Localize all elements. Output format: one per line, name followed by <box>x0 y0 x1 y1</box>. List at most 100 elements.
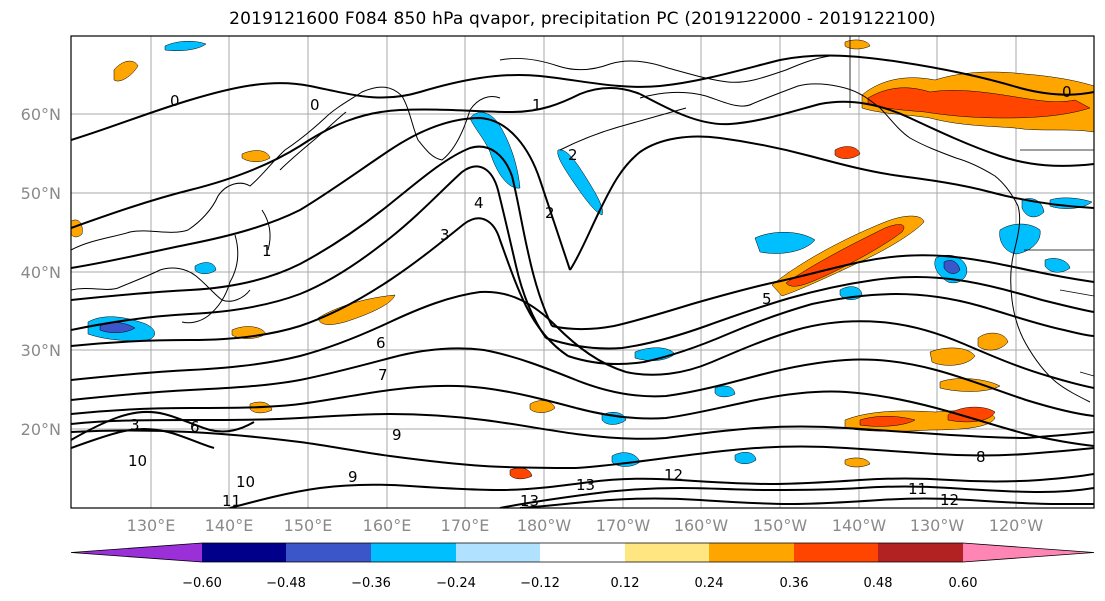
contour-label: 4 <box>474 194 484 212</box>
contour-8-2 <box>575 390 1094 447</box>
lon-label-130e: 130°E <box>127 516 176 535</box>
coast-aleutians <box>559 107 687 151</box>
border-4 <box>1059 289 1094 297</box>
contour-west-jet-2 <box>71 428 215 449</box>
colorbar <box>70 542 1095 563</box>
precip-west-4 <box>241 150 271 162</box>
coast-alaska <box>639 83 1019 207</box>
colorbar-tick-label: 0.24 <box>695 576 724 591</box>
map-panel: 0 0 0 1 1 2 2 3 4 5 6 7 8 9 9 10 10 11 1… <box>70 35 1095 510</box>
precip-neg-14 <box>164 41 207 51</box>
coast-bering <box>499 55 831 83</box>
contour-9-1 <box>71 412 577 435</box>
colorbar-tick-label: −0.48 <box>266 576 306 591</box>
colorbar-segment <box>202 543 286 562</box>
contour-10-1 <box>71 429 577 469</box>
contour-1-2 <box>639 93 1094 167</box>
contour-label: 8 <box>976 448 986 466</box>
contour-label: 1 <box>532 96 542 114</box>
contour-3-2 <box>551 254 1094 330</box>
contour-2-1 <box>71 116 571 271</box>
precip-west-3 <box>113 60 139 82</box>
contour-5-1 <box>71 217 569 357</box>
lon-label-150w: 150°W <box>753 516 808 535</box>
lon-label-180w: 180°W <box>517 516 572 535</box>
figure-title: 2019121600 F084 850 hPa qvapor, precipit… <box>229 9 936 29</box>
colorbar-ticks: −0.60 −0.48 −0.36 −0.24 −0.12 0.12 0.24 … <box>182 576 977 591</box>
contour-labels: 0 0 0 1 1 2 2 3 4 5 6 7 8 9 9 10 10 11 1… <box>128 83 1072 510</box>
colorbar-segment <box>963 543 1094 562</box>
precip-west-9 <box>844 39 871 50</box>
colorbar-segment <box>625 543 709 562</box>
precip-east-2 <box>859 416 916 427</box>
border-5 <box>1079 371 1094 377</box>
colorbar-tick-label: −0.12 <box>520 576 560 591</box>
contour-label: 2 <box>545 204 555 222</box>
lon-label-160e: 160°E <box>363 516 412 535</box>
contour-7-2 <box>575 358 1094 417</box>
contour-9-2 <box>575 425 1094 440</box>
contour-1-1 <box>71 87 641 229</box>
colorbar-tick-label: 0.36 <box>780 576 809 591</box>
colorbar-segment <box>794 543 878 562</box>
precip-east-3 <box>947 406 996 423</box>
contour-label: 7 <box>378 366 388 384</box>
precip-neg-7 <box>999 223 1041 255</box>
contour-label: 12 <box>940 491 959 509</box>
contour-label: 9 <box>348 468 358 486</box>
contour-3-1 <box>71 145 553 327</box>
lon-label-170w: 170°W <box>596 516 651 535</box>
contour-label: 5 <box>762 290 772 308</box>
colorbar-tick-label: −0.60 <box>182 576 222 591</box>
lat-labels: 60°N 50°N 40°N 30°N 20°N <box>21 105 61 439</box>
contour-label: 2 <box>568 146 578 164</box>
contour-10-2 <box>575 445 1094 469</box>
colorbar-segment <box>456 543 540 562</box>
contour-west-jet <box>71 410 255 441</box>
contour-7-1 <box>71 347 577 401</box>
precip-shading <box>71 39 1094 480</box>
lon-label-120w: 120°W <box>989 516 1044 535</box>
colorbar-outline <box>70 542 1095 563</box>
contour-6-1 <box>71 290 627 381</box>
lon-label-140e: 140°E <box>205 516 254 535</box>
contour-4-2 <box>545 276 1094 350</box>
colorbar-segment <box>71 543 202 562</box>
precip-east-5 <box>977 332 1009 351</box>
contour-label: 13 <box>520 492 539 510</box>
lon-label-130w: 130°W <box>910 516 965 535</box>
contour-label: 11 <box>222 492 241 510</box>
precip-west-8 <box>834 146 861 159</box>
lat-label-50n: 50°N <box>21 184 61 203</box>
contour-label: 1 <box>262 242 272 260</box>
colorbar-segment <box>878 543 963 562</box>
lon-label-170e: 170°E <box>441 516 490 535</box>
lat-label-60n: 60°N <box>21 105 61 124</box>
qvapor-contours <box>71 54 1094 508</box>
precip-neg-6 <box>943 260 961 274</box>
contour-0-1 <box>71 54 1094 141</box>
contour-label: 3 <box>130 416 140 434</box>
colorbar-segment <box>709 543 794 562</box>
coast-asia-2 <box>71 267 251 302</box>
coast-japan-2 <box>261 209 271 251</box>
contour-label: 12 <box>664 466 683 484</box>
precip-band-red <box>785 224 905 287</box>
coast-asia <box>71 86 501 251</box>
contour-label: 9 <box>392 426 402 444</box>
contour-8-1 <box>71 384 577 415</box>
precip-neg-15 <box>194 262 217 274</box>
coastlines <box>71 36 1094 403</box>
precip-neg-2 <box>557 149 603 216</box>
colorbar-tick-label: 0.48 <box>864 576 893 591</box>
colorbar-segment <box>540 543 625 562</box>
colorbar-segment <box>286 543 371 562</box>
lat-label-30n: 30°N <box>21 341 61 360</box>
contour-5-2 <box>567 292 1094 365</box>
contour-label: 0 <box>310 96 320 114</box>
lat-label-20n: 20°N <box>21 420 61 439</box>
contour-label: 6 <box>376 334 386 352</box>
contour-label: 0 <box>1062 83 1072 101</box>
precip-neg-1 <box>469 112 521 189</box>
